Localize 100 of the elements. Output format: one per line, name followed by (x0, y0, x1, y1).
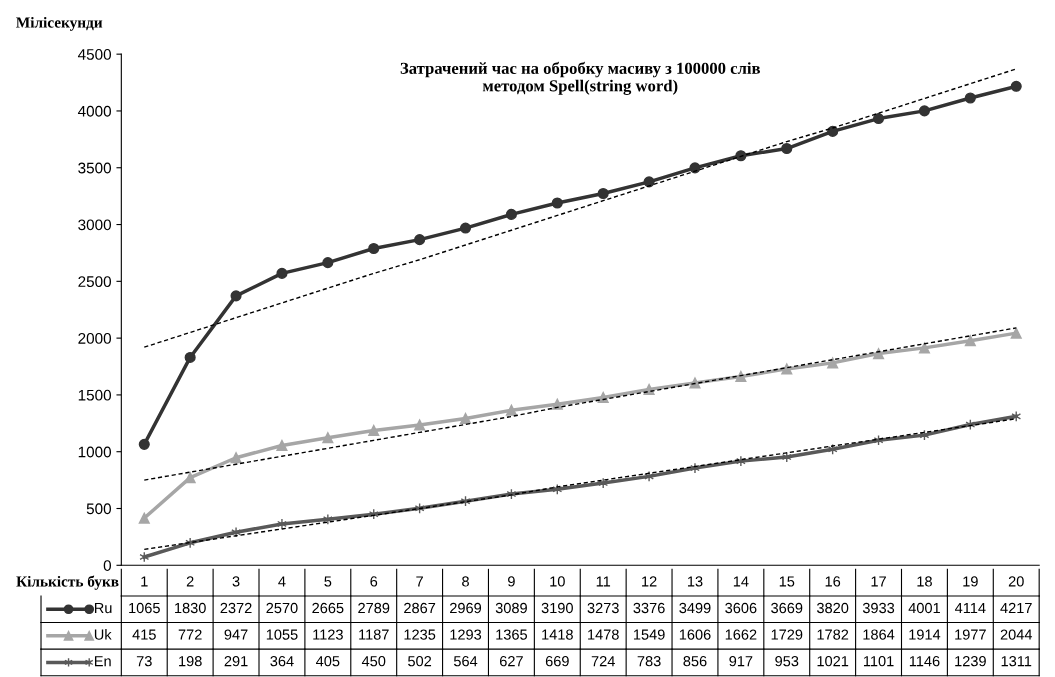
x-tick-label: 3 (232, 576, 240, 587)
x-tick-label: 15 (779, 576, 795, 587)
point (414, 419, 426, 431)
data-label: 1418 (542, 629, 573, 640)
point (918, 342, 930, 354)
x-tick-label: 2 (186, 576, 194, 587)
x-tick-label: 18 (917, 576, 932, 587)
y-tick-label: 500 (86, 503, 112, 515)
data-label: 1864 (863, 629, 895, 640)
legend-label: Ru (94, 602, 112, 614)
data-label: 1549 (633, 629, 665, 640)
y-tick-label: 1500 (78, 389, 112, 401)
data-label: 1187 (359, 629, 389, 640)
data-label: 3669 (771, 602, 803, 614)
data-label: 1239 (955, 656, 986, 667)
x-tick-label: 14 (733, 576, 749, 587)
data-label: 1478 (588, 629, 619, 640)
point (1010, 327, 1022, 339)
data-label: 917 (729, 656, 753, 667)
point (459, 412, 472, 424)
x-tick-label: 10 (550, 576, 565, 587)
point (368, 424, 380, 437)
point (781, 142, 793, 155)
point (735, 370, 747, 383)
data-label: 405 (316, 656, 340, 667)
point (964, 92, 976, 104)
point (964, 335, 976, 347)
data-label: 3190 (541, 602, 573, 614)
data-label: 1782 (817, 629, 849, 640)
y-tick-label: 2000 (78, 332, 112, 344)
x-tick-label: 1 (141, 576, 148, 587)
x-tick-label: 8 (462, 576, 469, 587)
data-label: 2789 (358, 602, 390, 614)
point (276, 439, 288, 452)
x-tick-label: 19 (963, 576, 978, 587)
point (277, 518, 287, 530)
x-tick-label: 7 (416, 576, 423, 587)
point (231, 526, 241, 538)
data-label: 1055 (266, 629, 298, 640)
data-label: 1021 (817, 656, 849, 667)
data-label: 627 (499, 656, 523, 667)
data-label: 3606 (725, 602, 757, 614)
y-tick-label: 2500 (78, 276, 112, 288)
data-label: 947 (224, 629, 248, 640)
data-label: 3089 (495, 602, 527, 614)
data-label: 2570 (266, 602, 298, 614)
x-tick-label: 20 (1008, 576, 1024, 587)
data-label: 3376 (633, 602, 665, 614)
x-tick-label: 16 (825, 576, 841, 587)
data-label: 1065 (129, 602, 160, 614)
point (459, 222, 472, 234)
y-tick-label: 3000 (78, 219, 112, 231)
data-label: 1235 (404, 629, 436, 640)
data-label: 1914 (909, 629, 941, 640)
point (918, 105, 930, 117)
data-label: 724 (591, 656, 615, 667)
data-label: 450 (361, 656, 386, 667)
y-tick-label: 0 (103, 560, 112, 571)
x-tick-label: 6 (370, 576, 378, 587)
point (505, 208, 517, 220)
point (1010, 80, 1022, 92)
y-axis-title: Мілісекунди (16, 16, 103, 31)
data-label: 1123 (313, 629, 343, 640)
point (735, 150, 747, 162)
x-tick-label: 17 (871, 576, 886, 587)
x-tick-label: 12 (642, 576, 657, 587)
x-axis-title: Кількість букв (16, 575, 119, 590)
x-tick-label: 11 (596, 576, 611, 587)
data-label: 1311 (1001, 656, 1032, 667)
data-label: 1977 (955, 629, 986, 640)
data-label: 198 (179, 656, 202, 667)
data-label: 3273 (587, 602, 619, 614)
point (781, 363, 793, 375)
point (689, 162, 701, 174)
data-label: 3933 (862, 602, 895, 614)
point (230, 452, 242, 464)
point (276, 267, 288, 279)
point (368, 242, 380, 255)
data-label: 1729 (771, 629, 803, 640)
data-label: 4217 (1000, 602, 1032, 614)
legend-label: En (94, 656, 111, 667)
y-tick-label: 1000 (78, 446, 112, 458)
x-tick-label: 9 (508, 576, 515, 587)
data-label: 4114 (954, 602, 986, 614)
data-label: 291 (224, 656, 248, 667)
point (138, 512, 150, 524)
data-label: 772 (178, 629, 202, 640)
point (872, 113, 885, 125)
point (322, 432, 334, 444)
point (643, 176, 655, 188)
data-label: 2665 (312, 602, 344, 614)
data-label: 783 (637, 656, 661, 667)
data-label: 1146 (909, 656, 940, 667)
point (414, 234, 426, 246)
text: Затрачений час на обробку масиву з 100000 слів методом Spell(string word) (400, 61, 761, 95)
point (230, 290, 242, 302)
data-label: 3820 (817, 602, 849, 614)
data-label: 502 (408, 656, 432, 667)
point (505, 404, 517, 416)
data-label: 364 (270, 656, 294, 667)
